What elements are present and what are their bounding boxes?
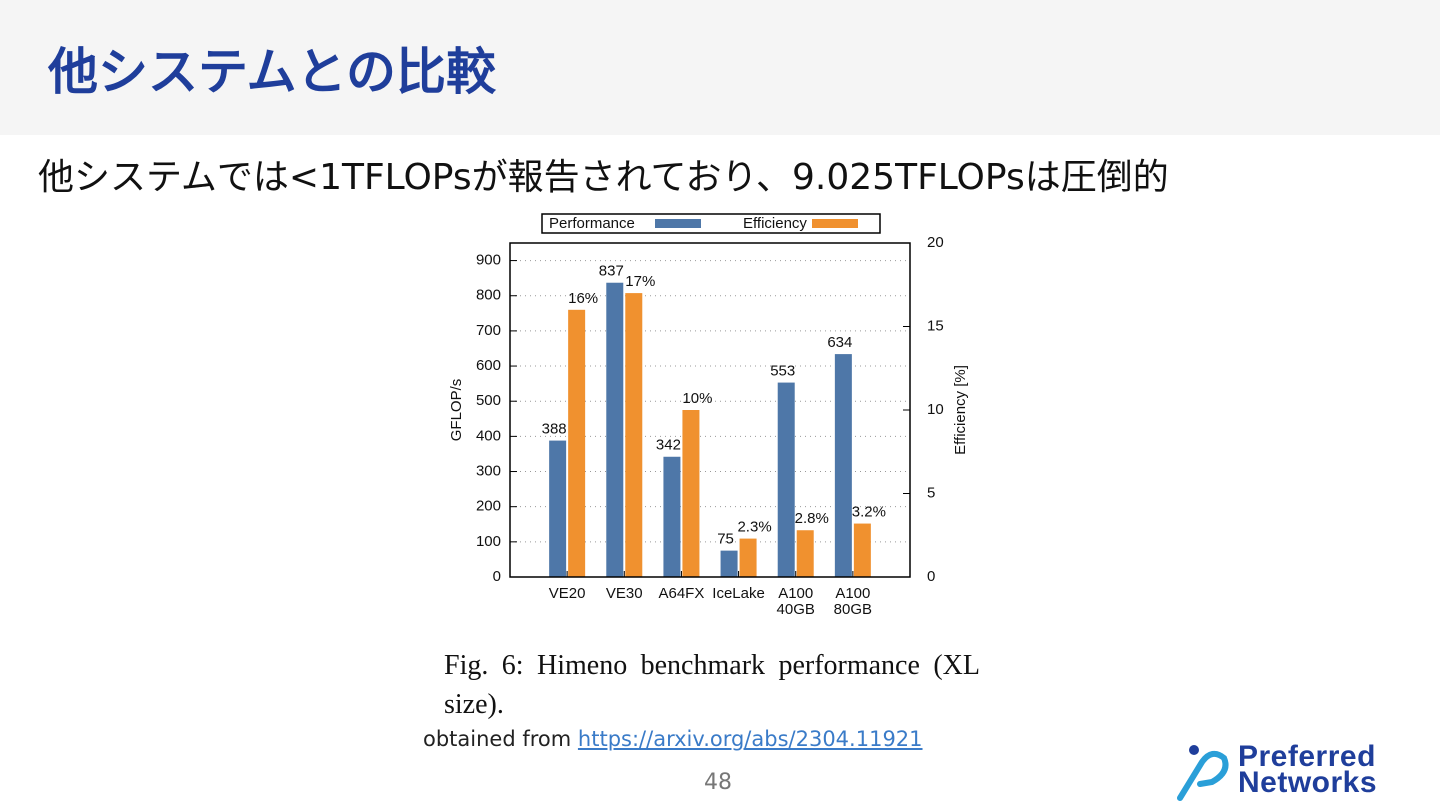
y2-tick-label: 5 xyxy=(927,484,935,501)
data-label: 75 xyxy=(717,531,734,548)
data-label: 553 xyxy=(770,363,795,380)
bar xyxy=(834,354,852,577)
logo-icon xyxy=(1177,745,1229,801)
bar xyxy=(606,282,624,577)
y-tick-label: 300 xyxy=(476,462,501,479)
legend-box xyxy=(541,213,881,234)
x-tick-label: IceLake xyxy=(712,585,765,602)
y-tick-label: 600 xyxy=(476,357,501,374)
subtitle: 他システムでは<1TFLOPsが報告されており、9.025TFLOPsは圧倒的 xyxy=(38,157,1169,198)
y2-tick-label: 0 xyxy=(927,568,935,585)
legend-label: Performance xyxy=(549,215,635,232)
legend-swatch xyxy=(812,219,858,228)
logo: Preferred Networks xyxy=(1238,740,1378,799)
data-label: 2.8% xyxy=(795,510,829,527)
x-tick-label: VE30 xyxy=(606,585,643,602)
y2-tick-label: 20 xyxy=(927,234,944,251)
data-label: 2.3% xyxy=(737,519,771,536)
bar xyxy=(720,550,738,577)
x-tick-label: VE20 xyxy=(549,585,586,602)
data-label: 388 xyxy=(542,421,567,438)
y-tick-label: 900 xyxy=(476,252,501,269)
bar xyxy=(796,530,814,577)
chart: 0 100 200 300 400 500 600 700 800 900 0 5 10 15 20 GFLO… xyxy=(448,213,969,618)
bar xyxy=(549,440,567,577)
bar xyxy=(663,456,681,577)
bar xyxy=(777,382,795,577)
data-label: 342 xyxy=(656,437,681,454)
y2-tick-label: 15 xyxy=(927,317,944,334)
bar xyxy=(625,293,643,577)
data-label: 16% xyxy=(568,290,598,307)
y-tick-label: 700 xyxy=(476,322,501,339)
x-tick-label: A64FX xyxy=(658,585,704,602)
x-tick-label: A100 80GB xyxy=(834,585,872,618)
header-band xyxy=(0,0,1440,135)
y-tick-label: 200 xyxy=(476,498,501,515)
y-axis-label: GFLOP/s xyxy=(448,379,465,442)
bar xyxy=(739,538,757,577)
y-tick-label: 800 xyxy=(476,287,501,304)
data-label: 634 xyxy=(827,334,852,351)
page-number: 48 xyxy=(704,770,732,795)
source-prefix: obtained from xyxy=(423,727,572,751)
y2-axis-label: Efficiency [%] xyxy=(952,365,969,455)
data-label: 10% xyxy=(682,390,712,407)
logo-line: Preferred xyxy=(1238,740,1376,773)
data-label: 837 xyxy=(599,263,624,280)
y-tick-label: 400 xyxy=(476,427,501,444)
bar xyxy=(853,523,871,577)
source-link[interactable]: https://arxiv.org/abs/2304.11921 xyxy=(577,727,923,751)
source: obtained from https://arxiv.org/abs/2304… xyxy=(423,727,923,751)
y-tick-label: 500 xyxy=(476,392,501,409)
data-label: 3.2% xyxy=(852,504,886,521)
x-tick-label: A100 40GB xyxy=(777,585,815,618)
logo-line: Networks xyxy=(1238,766,1378,799)
bar xyxy=(568,309,586,577)
legend-label: Efficiency xyxy=(743,215,807,232)
y-tick-label: 0 xyxy=(493,568,501,585)
y-tick-label: 100 xyxy=(476,533,501,550)
legend-swatch xyxy=(655,219,701,228)
slide-title: 他システムとの比較 xyxy=(48,43,496,101)
y2-tick-label: 10 xyxy=(927,401,944,418)
plot-frame xyxy=(509,242,911,578)
figure-caption: Fig. 6: Himeno benchmark performance (XL… xyxy=(444,650,980,720)
bar xyxy=(682,410,700,577)
data-label: 17% xyxy=(625,273,655,290)
